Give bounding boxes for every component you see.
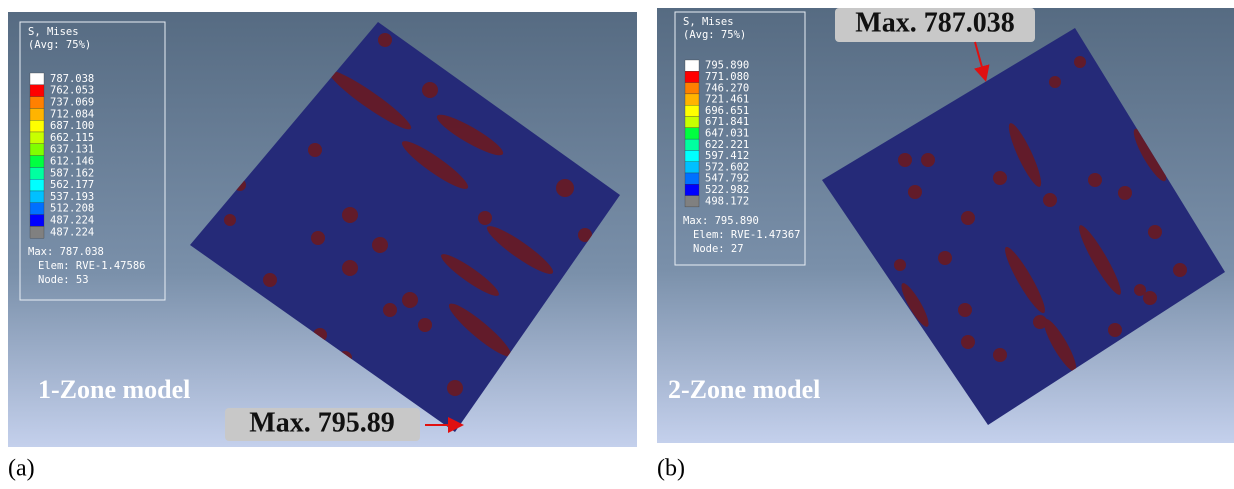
legend-swatch [30, 203, 44, 215]
legend-value: 771.080 [705, 71, 749, 83]
legend-node: Node: 27 [693, 243, 744, 255]
legend-swatch [685, 128, 699, 139]
legend-value: 572.602 [705, 161, 749, 173]
legend-title: S, Mises [683, 16, 734, 28]
legend-swatch [685, 139, 699, 150]
legend-swatch [685, 117, 699, 128]
model-label: 1-Zone model [38, 375, 190, 404]
legend-value: 712.084 [50, 108, 94, 120]
panel-caption: (b) [657, 456, 685, 482]
legend-swatch [685, 173, 699, 184]
legend-elem: Elem: RVE-1.47586 [38, 260, 145, 272]
legend-value: 587.162 [50, 167, 94, 179]
legend-swatch [30, 120, 44, 132]
legend-value: 737.069 [50, 97, 94, 109]
legend-title: S, Mises [28, 26, 79, 38]
legend-value: 612.146 [50, 156, 94, 168]
legend-swatch [30, 85, 44, 97]
legend-value: 512.208 [50, 203, 94, 215]
legend-swatch [30, 97, 44, 109]
legend-value: 671.841 [705, 116, 749, 128]
legend-value: 498.172 [705, 195, 749, 207]
legend-swatch [685, 83, 699, 94]
legend-swatch [30, 226, 44, 238]
legend-value: 762.053 [50, 85, 94, 97]
legend-value: 562.177 [50, 179, 94, 191]
legend-swatch [685, 60, 699, 71]
legend-swatch [30, 144, 44, 156]
legend-value: 487.224 [50, 215, 94, 227]
legend-value: 522.982 [705, 184, 749, 196]
legend-swatch [685, 71, 699, 82]
legend-swatch [685, 196, 699, 207]
legend-swatch [685, 162, 699, 173]
legend-value: 487.224 [50, 226, 94, 238]
model-label: 2-Zone model [668, 375, 820, 404]
legend-value: 795.890 [705, 60, 749, 72]
legend-swatch [30, 156, 44, 168]
figure: S, Mises(Avg: 75%)787.038762.053737.0697… [0, 0, 1234, 489]
legend-value: 687.100 [50, 120, 94, 132]
legend-value: 662.115 [50, 132, 94, 144]
legend-swatch [30, 215, 44, 227]
legend-value: 637.131 [50, 144, 94, 156]
legend-value: 746.270 [705, 82, 749, 94]
legend-value: 696.651 [705, 105, 749, 117]
legend-swatch [30, 167, 44, 179]
legend-value: 721.461 [705, 94, 749, 106]
legend-swatch [30, 191, 44, 203]
legend-value: 647.031 [705, 127, 749, 139]
legend-max: Max: 795.890 [683, 215, 759, 227]
legend-swatch [30, 179, 44, 191]
legend-swatch [30, 73, 44, 85]
legend-value: 787.038 [50, 73, 94, 85]
legend-node: Node: 53 [38, 274, 89, 286]
legend-subtitle: (Avg: 75%) [683, 29, 746, 41]
legend-elem: Elem: RVE-1.47367 [693, 229, 800, 241]
legend-swatch [685, 150, 699, 161]
legend-swatch [685, 105, 699, 116]
legend-value: 537.193 [50, 191, 94, 203]
legend-value: 597.412 [705, 150, 749, 162]
legend-swatch [685, 184, 699, 195]
legend-value: 622.221 [705, 139, 749, 151]
legend-swatch [30, 108, 44, 120]
legend-max: Max: 787.038 [28, 246, 104, 258]
legend-swatch [685, 94, 699, 105]
max-annotation: Max. 787.038 [855, 7, 1014, 38]
legend-swatch [30, 132, 44, 144]
legend-value: 547.792 [705, 173, 749, 185]
panel-caption: (a) [8, 456, 35, 482]
max-annotation: Max. 795.89 [249, 407, 394, 438]
legend-subtitle: (Avg: 75%) [28, 39, 91, 51]
